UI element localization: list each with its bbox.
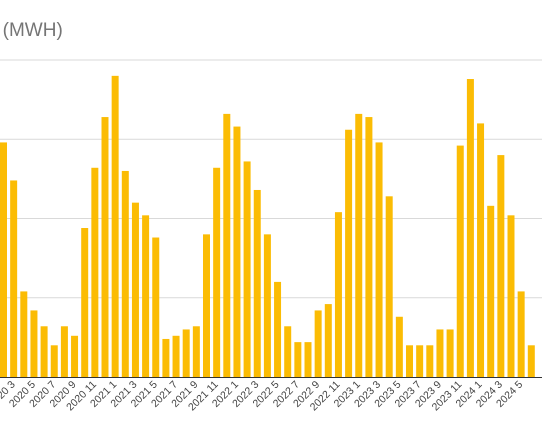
bar (263, 234, 271, 377)
bar (416, 345, 424, 377)
bar (152, 237, 160, 377)
bar (50, 345, 58, 377)
bar (142, 215, 150, 377)
bar (314, 310, 322, 377)
bar (91, 167, 99, 377)
bar (284, 326, 292, 377)
bar (446, 329, 454, 377)
bar (30, 310, 38, 377)
bar (111, 75, 119, 377)
bar (365, 117, 373, 377)
bar (507, 215, 515, 377)
bar (477, 123, 485, 378)
bar (385, 196, 393, 377)
bar (0, 142, 7, 377)
bar (10, 180, 18, 377)
bar (172, 335, 180, 377)
bar (517, 291, 525, 377)
bar (131, 202, 139, 377)
bar (203, 234, 210, 377)
gridlines (0, 59, 542, 299)
bar (466, 79, 474, 378)
bar (81, 228, 89, 377)
bar (345, 129, 353, 377)
bar (355, 113, 363, 377)
bar (243, 161, 251, 377)
bar (324, 304, 332, 377)
bar (60, 326, 68, 377)
bar (233, 126, 241, 377)
bar (223, 113, 231, 377)
bar (20, 291, 28, 377)
bar (426, 345, 434, 377)
bar (334, 212, 342, 377)
bar (121, 170, 129, 377)
bar (304, 342, 312, 377)
bar (182, 329, 190, 377)
bar (101, 117, 109, 377)
chart-title: ion (MWH) (0, 20, 63, 41)
bar (527, 345, 535, 377)
bar (294, 342, 302, 377)
bar (71, 335, 79, 377)
bar (192, 326, 200, 377)
bar (406, 345, 413, 377)
bar (436, 329, 444, 377)
bar (395, 316, 403, 377)
bar (274, 281, 282, 377)
bar (487, 205, 495, 377)
bar (162, 338, 170, 377)
bar (40, 326, 48, 377)
bar (375, 142, 383, 377)
bar (213, 167, 221, 377)
bar (497, 155, 505, 377)
bar (456, 145, 464, 377)
bars (0, 75, 535, 378)
bar (253, 189, 261, 377)
